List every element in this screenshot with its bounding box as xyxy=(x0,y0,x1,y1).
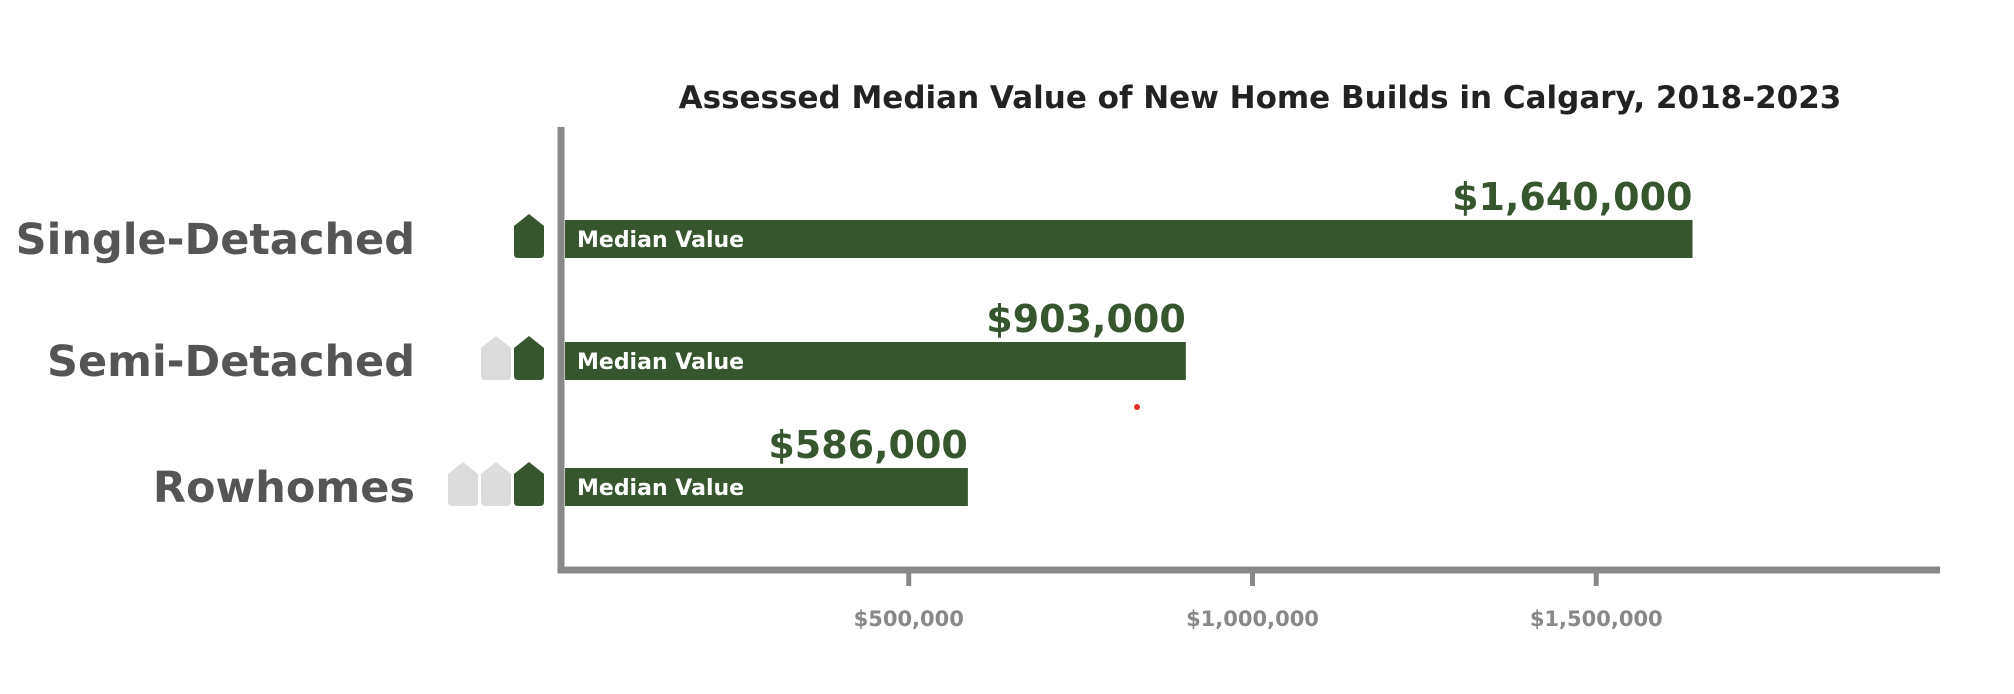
marker-dot xyxy=(1134,404,1140,410)
category-label: Rowhomes xyxy=(153,463,415,513)
house-icon-grey xyxy=(448,462,478,506)
house-icon-grey xyxy=(481,336,511,380)
bar xyxy=(565,220,1693,258)
house-icon-green xyxy=(514,336,544,380)
bar-inner-label: Median Value xyxy=(577,228,744,253)
bar xyxy=(565,342,1186,380)
house-icon-green xyxy=(514,462,544,506)
x-tick-label: $500,000 xyxy=(854,607,964,631)
category-label: Semi-Detached xyxy=(47,337,415,387)
house-icon-grey xyxy=(481,462,511,506)
data-label: $1,640,000 xyxy=(1452,175,1692,219)
x-tick-label: $1,000,000 xyxy=(1186,607,1319,631)
bar-inner-label: Median Value xyxy=(577,476,744,501)
data-label: $586,000 xyxy=(768,423,968,467)
bar-inner-label: Median Value xyxy=(577,350,744,375)
house-icon-green xyxy=(514,214,544,258)
bar xyxy=(565,468,968,506)
category-label: Single-Detached xyxy=(16,215,415,265)
chart-title: Assessed Median Value of New Home Builds… xyxy=(679,80,1842,116)
x-tick-label: $1,500,000 xyxy=(1530,607,1663,631)
data-label: $903,000 xyxy=(986,297,1186,341)
plot-area: $500,000 $1,000,000 $1,500,000 Median Value… xyxy=(16,127,1940,631)
